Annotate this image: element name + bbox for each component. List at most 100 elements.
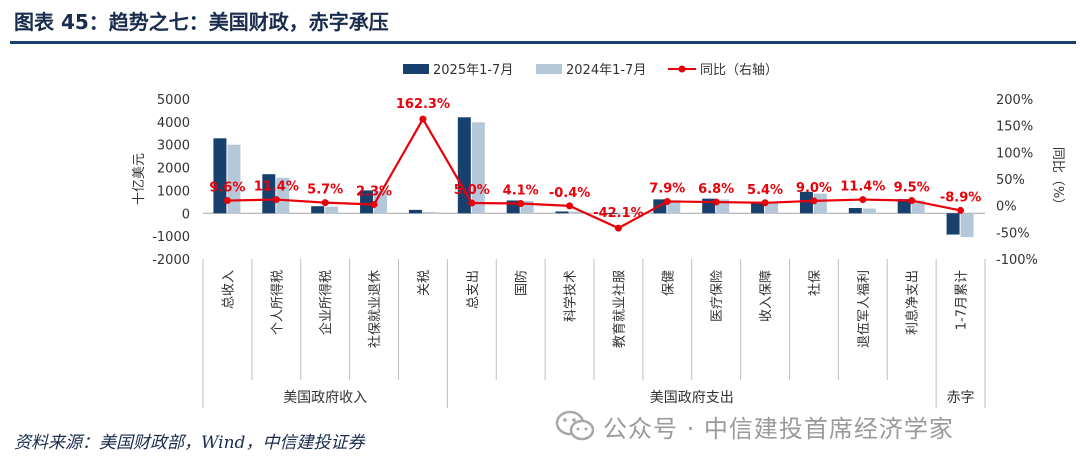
category-label-15: 1-7月累计 (955, 270, 970, 330)
bar-2024-5 (471, 122, 485, 214)
category-label-4: 关税 (417, 270, 432, 296)
bar-2024-8 (618, 212, 632, 214)
yoy-data-label-5: 5.0% (454, 183, 490, 198)
yoy-polyline (227, 116, 961, 230)
bar-2025-8 (604, 213, 618, 215)
yoy-data-label-10: 6.8% (698, 182, 734, 197)
y2-tick-label: 150% (996, 120, 1033, 135)
source-note: 资料来源：美国财政部，Wind，中信建投证券 (14, 433, 365, 453)
yoy-point-13 (859, 196, 867, 204)
wechat-icon (555, 410, 595, 441)
yoy-data-label-6: 4.1% (503, 183, 539, 198)
bar-2025-14 (897, 199, 911, 214)
yoy-data-label-0: 9.6% (209, 181, 245, 196)
group-label: 赤字 (947, 390, 975, 406)
yoy-point-3 (370, 200, 378, 208)
bar-2025-3 (360, 190, 374, 214)
y2-tick-label: 50% (996, 173, 1025, 188)
watermark: 公众号 · 中信建投首席经济学家 (555, 408, 954, 444)
group-label: 美国政府支出 (650, 390, 734, 406)
yoy-data-label-7: -0.4% (549, 186, 590, 201)
y2-tick-label: -100% (996, 253, 1038, 268)
yoy-point-7 (566, 202, 574, 210)
y-tick-label: -2000 (152, 253, 190, 268)
category-label-13: 退伍军人福利 (857, 270, 872, 348)
yoy-data-label-4: 162.3% (396, 97, 450, 112)
y-axis-label: 十亿美元 (132, 153, 147, 205)
chart-bars (213, 117, 974, 238)
y-tick-label: 3000 (157, 139, 190, 154)
category-label-5: 总支出 (466, 270, 481, 309)
y-tick-label: 5000 (157, 93, 190, 108)
yoy-data-label-14: 9.5% (894, 181, 930, 196)
category-label-14: 利息净支出 (905, 270, 921, 335)
y-tick-label: 4000 (157, 116, 190, 131)
y-tick-label: 2000 (157, 162, 190, 177)
yoy-data-label-9: 7.9% (649, 181, 685, 196)
category-label-10: 医疗保险 (710, 270, 725, 322)
group-label: 美国政府收入 (283, 390, 367, 406)
yoy-data-label-13: 11.4% (840, 180, 885, 195)
data-labels: 9.6% 11.4% 5.7% 2.3% 162.3% 5.0% 4.1% -0.4%-42.… (209, 97, 981, 221)
yoy-data-label-11: 5.4% (747, 183, 783, 198)
yoy-point-5 (468, 199, 476, 207)
bar-2025-4 (408, 209, 422, 214)
y2-axis-label: 同比（%） (1050, 147, 1065, 211)
legend-swatch-2025 (403, 64, 429, 74)
chart-axes: -2000 -1000 0 1000 2000 3000 4000 5000 -100% -50%… (132, 93, 1065, 408)
bar-2024-1 (276, 177, 290, 214)
bar-2024-13 (862, 208, 876, 214)
yoy-data-label-12: 9.0% (796, 181, 832, 196)
legend-label-2024: 2024年1-7月 (566, 63, 646, 78)
bar-2024-2 (325, 206, 339, 214)
category-label-0: 总收入 (221, 270, 236, 309)
category-label-3: 社保就业退休 (367, 270, 383, 348)
yoy-point-0 (223, 197, 231, 205)
y-tick-label: 1000 (157, 184, 190, 199)
yoy-line (223, 115, 965, 232)
bar-2024-7 (569, 211, 583, 214)
bar-2025-12 (799, 191, 813, 214)
yoy-point-11 (761, 199, 769, 207)
legend-label-yoy: 同比（右轴） (700, 63, 778, 78)
bar-2024-15 (960, 213, 974, 238)
bar-2025-5 (457, 117, 471, 214)
yoy-point-8 (614, 224, 622, 232)
category-label-1: 个人所得税 (269, 270, 285, 335)
y-tick-label: 0 (182, 207, 190, 222)
bar-2024-14 (911, 200, 925, 214)
y2-tick-label: 0% (996, 200, 1017, 215)
yoy-data-label-3: 2.3% (356, 184, 392, 199)
y2-tick-label: 200% (996, 93, 1033, 108)
yoy-point-6 (517, 199, 525, 207)
category-label-8: 教育就业社服 (611, 270, 627, 348)
watermark-text: 公众号 · 中信建投首席经济学家 (603, 414, 954, 443)
bar-2024-9 (667, 200, 681, 214)
bar-2024-0 (227, 144, 241, 214)
yoy-point-10 (712, 198, 720, 206)
y2-tick-label: -50% (996, 226, 1030, 241)
yoy-point-9 (663, 197, 671, 205)
yoy-point-4 (419, 115, 427, 123)
legend-swatch-2024 (536, 64, 562, 74)
category-label-2: 企业所得税 (318, 270, 334, 335)
bar-2025-7 (555, 211, 569, 214)
category-label-6: 国防 (514, 270, 530, 296)
yoy-data-label-8: -42.1% (593, 206, 644, 221)
yoy-data-label-1: 11.4% (254, 180, 299, 195)
bar-2025-11 (751, 202, 765, 214)
yoy-data-label-15: -8.9% (940, 190, 981, 205)
yoy-point-14 (908, 197, 916, 205)
bar-2025-13 (848, 208, 862, 214)
bar-2024-12 (813, 193, 827, 214)
bar-2024-4 (422, 211, 436, 214)
category-label-11: 收入保障 (759, 270, 774, 322)
figure-title: 图表 45：趋势之七：美国财政，赤字承压 (14, 10, 389, 34)
yoy-point-12 (810, 197, 818, 205)
legend-marker-yoy (678, 65, 686, 73)
bar-2025-1 (262, 174, 276, 214)
legend-label-2025: 2025年1-7月 (433, 63, 513, 78)
yoy-point-1 (272, 196, 280, 204)
bar-2025-0 (213, 138, 227, 214)
